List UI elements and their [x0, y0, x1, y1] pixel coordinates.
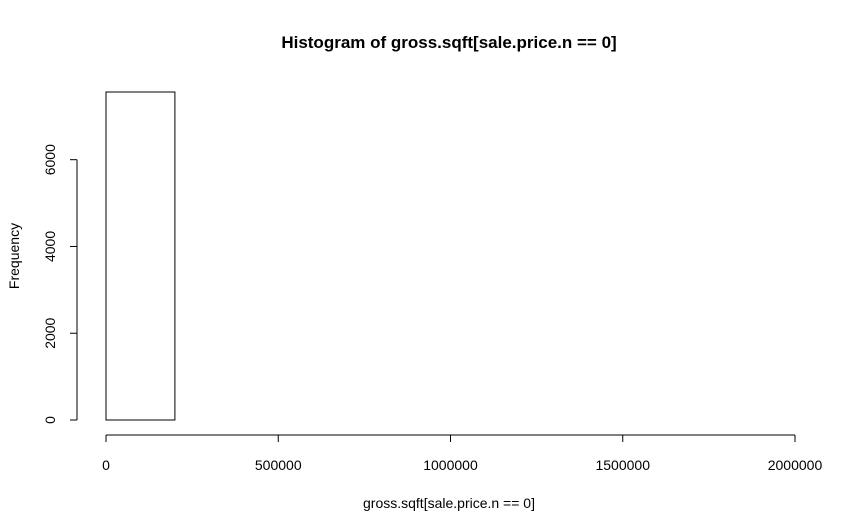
- x-tick-label: 0: [102, 457, 110, 473]
- y-tick-label: 2000: [42, 317, 58, 348]
- x-tick-label: 1500000: [595, 457, 650, 473]
- y-axis-label: Frequency: [6, 223, 22, 289]
- x-axis: 0 500000 1000000 1500000 2000000: [102, 434, 823, 473]
- y-tick-label: 6000: [42, 144, 58, 175]
- y-tick-label: 0: [42, 416, 58, 424]
- x-tick-label: 500000: [255, 457, 302, 473]
- bars-group: [105, 91, 176, 421]
- x-tick-label: 1000000: [423, 457, 478, 473]
- x-axis-label: gross.sqft[sale.price.n == 0]: [363, 495, 535, 511]
- y-tick-label: 4000: [42, 231, 58, 262]
- histogram-bar: [105, 91, 176, 421]
- chart-title: Histogram of gross.sqft[sale.price.n == …: [281, 33, 616, 52]
- y-axis: 0 2000 4000 6000: [42, 144, 78, 424]
- x-tick-label: 2000000: [768, 457, 823, 473]
